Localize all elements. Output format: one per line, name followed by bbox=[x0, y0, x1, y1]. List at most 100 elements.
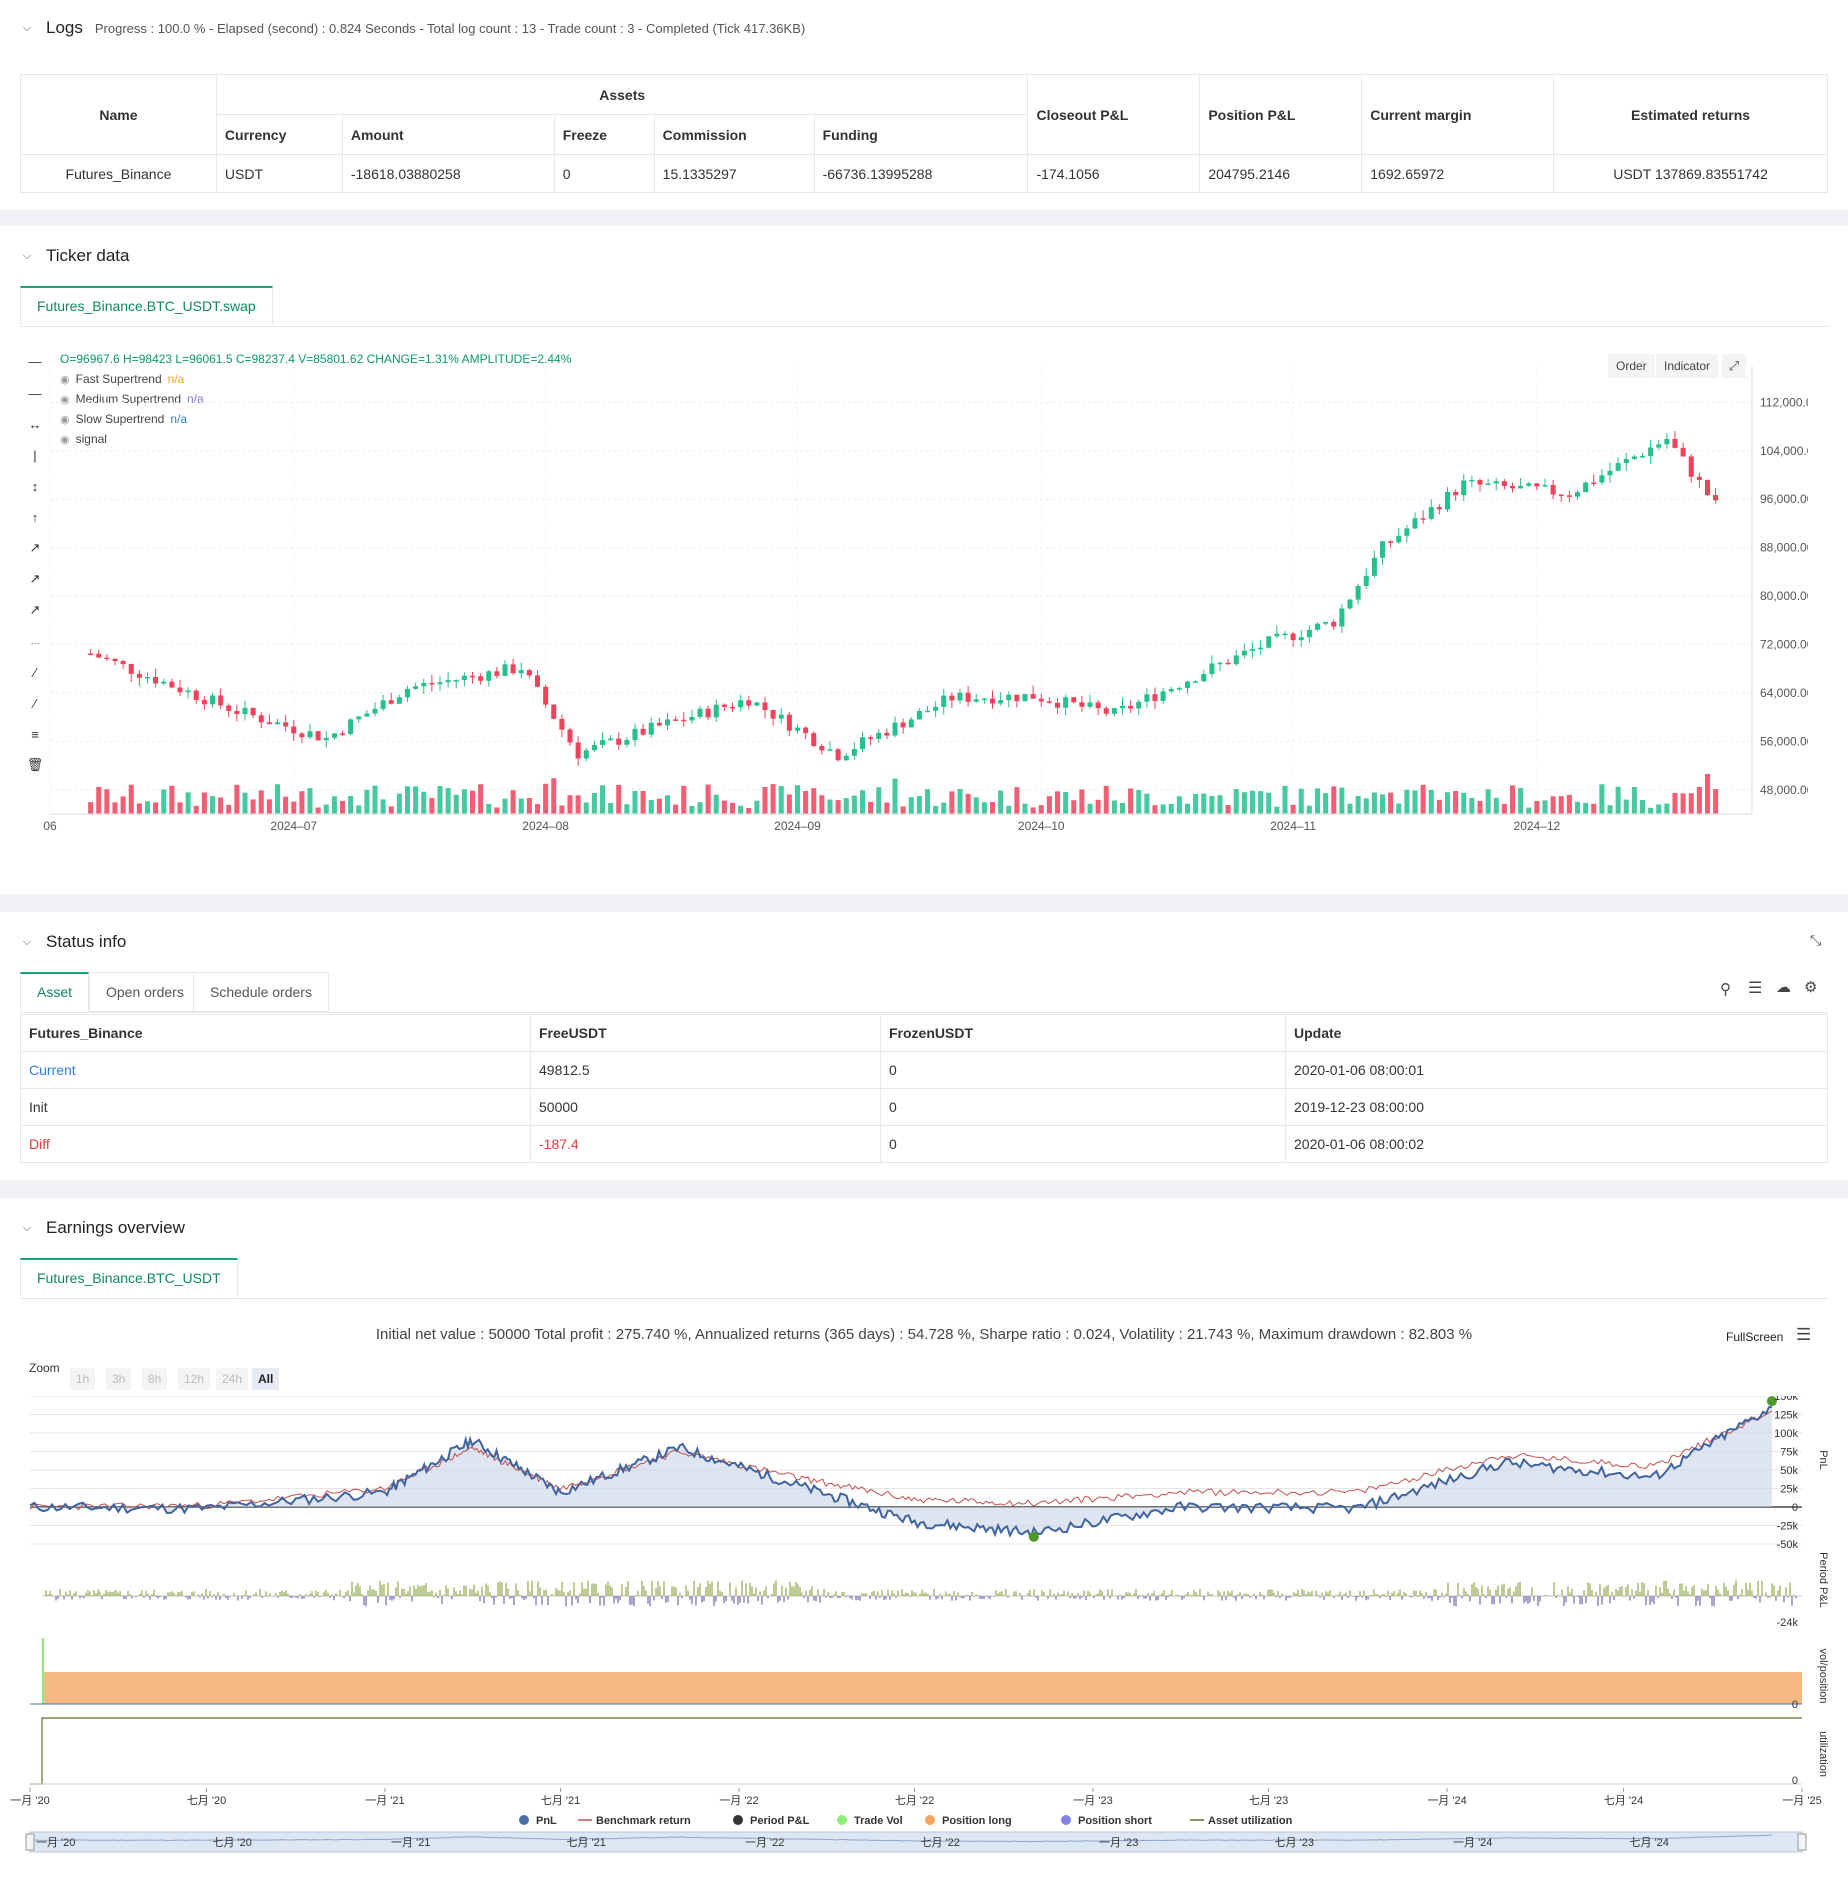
eye-icon[interactable]: ◉ bbox=[60, 413, 70, 426]
table-row: Diff -187.4 0 2020-01-06 08:00:02 bbox=[20, 1125, 1828, 1163]
status-header[interactable]: ⌵ Status info bbox=[0, 922, 127, 962]
candlestick-chart[interactable]: 112,000.00 104,000.00 96,000.00 88,000.00 80… bbox=[0, 326, 1808, 886]
zoom-1h[interactable]: 1h bbox=[70, 1368, 96, 1390]
segment-icon[interactable]: ↗ bbox=[29, 602, 41, 617]
cell-update: 2019-12-23 08:00:00 bbox=[1285, 1088, 1828, 1126]
volume-bar bbox=[746, 807, 752, 814]
candle-body bbox=[1111, 708, 1117, 714]
x-tick-label: 2024–10 bbox=[1018, 819, 1065, 833]
candle-body bbox=[1713, 495, 1719, 501]
candle-body bbox=[1639, 455, 1646, 458]
eye-icon[interactable]: ◉ bbox=[60, 373, 70, 386]
volume-bar bbox=[900, 806, 906, 814]
tab-earnings-symbol[interactable]: Futures_Binance.BTC_USDT bbox=[20, 1258, 238, 1298]
volume-bar bbox=[1063, 792, 1069, 814]
candle-body bbox=[1444, 491, 1451, 510]
volume-bar bbox=[1518, 788, 1524, 814]
chevron-down-icon[interactable]: ⌵ bbox=[22, 1221, 32, 1234]
y-tick-label: -24k bbox=[1777, 1617, 1799, 1629]
volume-bar bbox=[1607, 805, 1613, 814]
cell-funding: -66736.13995288 bbox=[813, 154, 1029, 193]
eye-icon[interactable]: ◉ bbox=[60, 393, 70, 406]
navigator-tick-label: 七月 '20 bbox=[213, 1836, 252, 1849]
col-commission: Commission bbox=[653, 114, 815, 155]
candle-body bbox=[1290, 633, 1296, 641]
earnings-header[interactable]: ⌵ Earnings overview bbox=[0, 1208, 185, 1248]
legend[interactable]: PnL Benchmark return Period P&L Trade Vol Po… bbox=[519, 1815, 1293, 1827]
logs-header[interactable]: ⌵ Logs Progress : 100.0 % - Elapsed (sec… bbox=[0, 8, 805, 48]
navigator[interactable]: 一月 '20 七月 '20 一月 '21 七月 '21 一月 '22 七月 '22 一月 '… bbox=[25, 1831, 1807, 1853]
candle-body bbox=[1704, 479, 1711, 496]
candle-body bbox=[388, 700, 394, 704]
col-name: Name bbox=[20, 74, 217, 155]
volume-bar bbox=[851, 795, 857, 814]
cloud-download-icon[interactable]: ☁ bbox=[1776, 979, 1791, 996]
indicator-fast[interactable]: ◉ Fast Supertrend n/a bbox=[60, 372, 184, 386]
fibonacci-icon[interactable]: ∕ bbox=[33, 695, 37, 711]
zoom-8h[interactable]: 8h bbox=[142, 1368, 168, 1390]
tab-open-orders[interactable]: Open orders bbox=[89, 972, 201, 1012]
period-pnl-bars bbox=[42, 1580, 1802, 1607]
indicator-signal[interactable]: ◉ signal bbox=[60, 432, 107, 446]
candle-body bbox=[96, 653, 102, 658]
tab-schedule-orders[interactable]: Schedule orders bbox=[193, 972, 329, 1012]
candle-body bbox=[819, 745, 825, 751]
vertical-line-icon[interactable]: | bbox=[33, 447, 37, 463]
ray-line-icon[interactable]: ↗ bbox=[29, 571, 41, 586]
cell-update: 2020-01-06 08:00:02 bbox=[1285, 1125, 1828, 1163]
volume-bar bbox=[859, 790, 866, 814]
candle-body bbox=[673, 719, 679, 721]
row-label: Diff bbox=[20, 1125, 531, 1163]
vertical-segment-icon[interactable]: ↕ bbox=[31, 478, 39, 494]
volume-bar bbox=[1347, 803, 1353, 814]
volume-bar bbox=[762, 787, 768, 814]
candle-body bbox=[624, 740, 630, 745]
col-margin: Current margin bbox=[1361, 74, 1555, 155]
trend-line-icon[interactable]: ↗ bbox=[29, 540, 41, 555]
chevron-down-icon[interactable]: ⌵ bbox=[22, 935, 32, 948]
ticker-header[interactable]: ⌵ Ticker data bbox=[0, 236, 130, 276]
candle-body bbox=[1461, 480, 1467, 496]
volume-bar bbox=[388, 806, 394, 814]
volume-bar bbox=[404, 786, 411, 814]
y-tick-label: 0 bbox=[1792, 1502, 1798, 1514]
candle-body bbox=[356, 716, 362, 720]
fibonacci-retracement-icon[interactable]: ≡ bbox=[31, 726, 39, 742]
y-tick-label: -25k bbox=[1777, 1521, 1799, 1533]
extended-line-icon[interactable]: ↔ bbox=[28, 416, 42, 432]
trash-icon[interactable]: 🗑 bbox=[26, 757, 44, 772]
horizontal-ray-icon[interactable]: — bbox=[28, 385, 42, 401]
tab-divider bbox=[20, 1012, 1828, 1013]
volume-bar bbox=[1404, 789, 1410, 814]
chevron-down-icon[interactable]: ⌵ bbox=[22, 249, 32, 262]
tab-ticker-symbol[interactable]: Futures_Binance.BTC_USDT.swap bbox=[20, 286, 273, 326]
vertical-ray-icon[interactable]: ↑ bbox=[31, 509, 39, 525]
candle-body bbox=[583, 750, 589, 759]
indicator-button[interactable]: Indicator bbox=[1656, 354, 1719, 378]
zoom-3h[interactable]: 3h bbox=[106, 1368, 132, 1390]
parallel-channel-icon[interactable]: ∕ bbox=[33, 664, 37, 680]
row-label[interactable]: Current bbox=[20, 1051, 531, 1089]
fullscreen-button[interactable]: FullScreen bbox=[1726, 1330, 1784, 1344]
horizontal-line-icon[interactable]: — bbox=[28, 353, 42, 369]
eye-icon[interactable]: ◉ bbox=[60, 433, 70, 446]
earnings-chart[interactable]: 150k125k100k75k50k25k0-25k-50k-24k00PnLP… bbox=[0, 1396, 1848, 1876]
zoom-all[interactable]: All bbox=[252, 1368, 280, 1390]
menu-icon[interactable]: ☰ bbox=[1796, 1325, 1812, 1344]
tab-asset[interactable]: Asset bbox=[20, 972, 90, 1012]
candle-body bbox=[534, 675, 541, 687]
zoom-24h[interactable]: 24h bbox=[216, 1368, 249, 1390]
gear-icon[interactable]: ⚙ bbox=[1804, 979, 1818, 996]
chevron-down-icon[interactable]: ⌵ bbox=[22, 21, 32, 34]
order-button[interactable]: Order bbox=[1608, 354, 1655, 378]
candle-body bbox=[1079, 702, 1085, 707]
zoom-12h[interactable]: 12h bbox=[178, 1368, 211, 1390]
list-icon[interactable]: ☰ bbox=[1748, 980, 1763, 997]
collapse-icon[interactable]: ⤡ bbox=[1810, 932, 1822, 948]
status-section: ⌵ Status info ⤡ Asset Open orders Schedu… bbox=[0, 912, 1848, 1180]
indicator-slow[interactable]: ◉ Slow Supertrend n/a bbox=[60, 412, 187, 426]
expand-icon[interactable]: ⤢ bbox=[1722, 354, 1746, 378]
indicator-name: Slow Supertrend bbox=[75, 412, 165, 426]
search-icon[interactable]: ⚲ bbox=[1720, 981, 1731, 998]
price-label-icon[interactable]: … bbox=[30, 636, 40, 646]
